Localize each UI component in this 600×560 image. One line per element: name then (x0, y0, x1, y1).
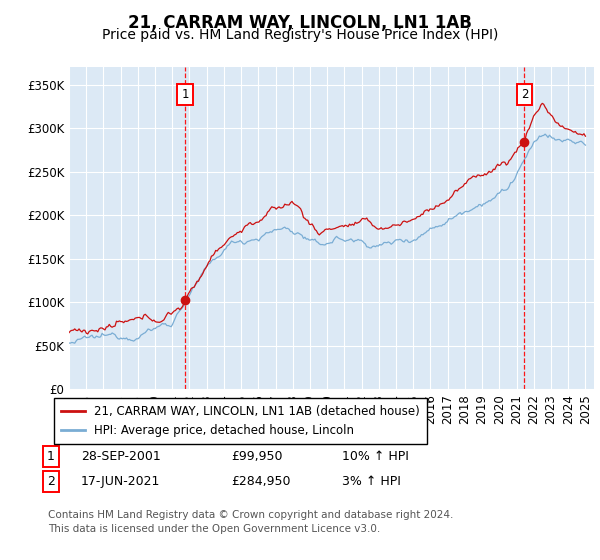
Text: 10% ↑ HPI: 10% ↑ HPI (342, 450, 409, 463)
Text: Price paid vs. HM Land Registry's House Price Index (HPI): Price paid vs. HM Land Registry's House … (102, 28, 498, 42)
Text: 21, CARRAM WAY, LINCOLN, LN1 1AB: 21, CARRAM WAY, LINCOLN, LN1 1AB (128, 14, 472, 32)
Text: Contains HM Land Registry data © Crown copyright and database right 2024.
This d: Contains HM Land Registry data © Crown c… (48, 510, 454, 534)
Legend: 21, CARRAM WAY, LINCOLN, LN1 1AB (detached house), HPI: Average price, detached : 21, CARRAM WAY, LINCOLN, LN1 1AB (detach… (54, 398, 427, 444)
Text: 2: 2 (521, 88, 528, 101)
Text: £99,950: £99,950 (231, 450, 283, 463)
Text: 28-SEP-2001: 28-SEP-2001 (81, 450, 161, 463)
Text: 3% ↑ HPI: 3% ↑ HPI (342, 475, 401, 488)
Text: 17-JUN-2021: 17-JUN-2021 (81, 475, 160, 488)
Text: 1: 1 (181, 88, 189, 101)
Text: £284,950: £284,950 (231, 475, 290, 488)
Text: 2: 2 (47, 475, 55, 488)
Text: 1: 1 (47, 450, 55, 463)
